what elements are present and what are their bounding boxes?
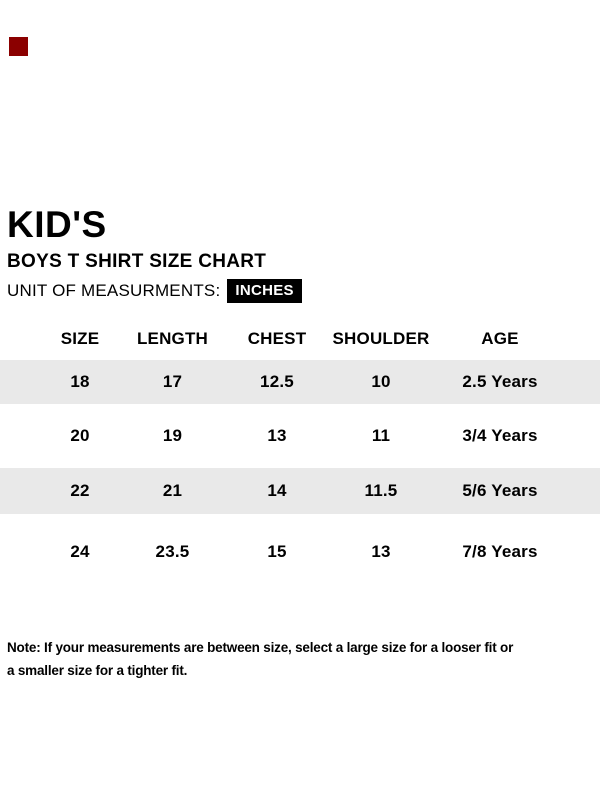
column-header-size: SIZE	[60, 329, 100, 348]
unit-label: UNIT OF MEASURMENTS:	[7, 281, 221, 300]
page-title: KID'S	[7, 204, 107, 245]
unit-of-measurement-line: UNIT OF MEASURMENTS: INCHES	[7, 279, 302, 303]
table-row: 22 21 14 11.5 5/6 Years	[0, 468, 600, 514]
title-block: KID'S BOYS T SHIRT SIZE CHART UNIT OF ME…	[7, 206, 302, 303]
cell-age: 5/6 Years	[462, 481, 538, 500]
page-subtitle: BOYS T SHIRT SIZE CHART	[7, 251, 267, 272]
cell-chest: 12.5	[260, 372, 294, 391]
fit-note: Note: If your measurements are between s…	[7, 636, 513, 682]
cell-length: 19	[162, 426, 183, 445]
cell-size: 24	[70, 542, 90, 561]
cell-age: 2.5 Years	[462, 372, 538, 391]
table-row: 20 19 13 11 3/4 Years	[0, 404, 600, 468]
cell-age: 7/8 Years	[462, 542, 538, 561]
cell-size: 18	[70, 372, 90, 391]
cell-length: 21	[162, 481, 183, 500]
cell-length: 23.5	[155, 542, 190, 561]
table-row: 24 23.5 15 13 7/8 Years	[0, 514, 600, 590]
cell-shoulder: 11	[371, 426, 391, 445]
cell-age: 3/4 Years	[462, 426, 538, 445]
cell-shoulder: 13	[371, 542, 391, 561]
cell-chest: 13	[267, 426, 287, 445]
cell-size: 20	[70, 426, 90, 445]
cell-shoulder: 10	[371, 372, 391, 391]
cell-shoulder: 11.5	[364, 481, 398, 500]
column-header-length: LENGTH	[136, 329, 209, 348]
table-header-row: SIZE LENGTH CHEST SHOULDER AGE	[0, 318, 600, 360]
cell-chest: 15	[267, 542, 287, 561]
size-chart-table: SIZE LENGTH CHEST SHOULDER AGE 18 17 12.…	[0, 318, 600, 590]
column-header-shoulder: SHOULDER	[332, 329, 430, 348]
red-square-marker	[9, 37, 28, 56]
cell-length: 17	[162, 372, 183, 391]
column-header-age: AGE	[481, 329, 519, 348]
table-row: 18 17 12.5 10 2.5 Years	[0, 360, 600, 404]
cell-size: 22	[70, 481, 90, 500]
cell-chest: 14	[267, 481, 287, 500]
fit-note-line-1: Note: If your measurements are between s…	[7, 640, 514, 655]
column-header-chest: CHEST	[247, 329, 307, 348]
fit-note-line-2: a smaller size for a tighter fit.	[7, 663, 188, 678]
unit-value-badge: INCHES	[227, 279, 302, 303]
